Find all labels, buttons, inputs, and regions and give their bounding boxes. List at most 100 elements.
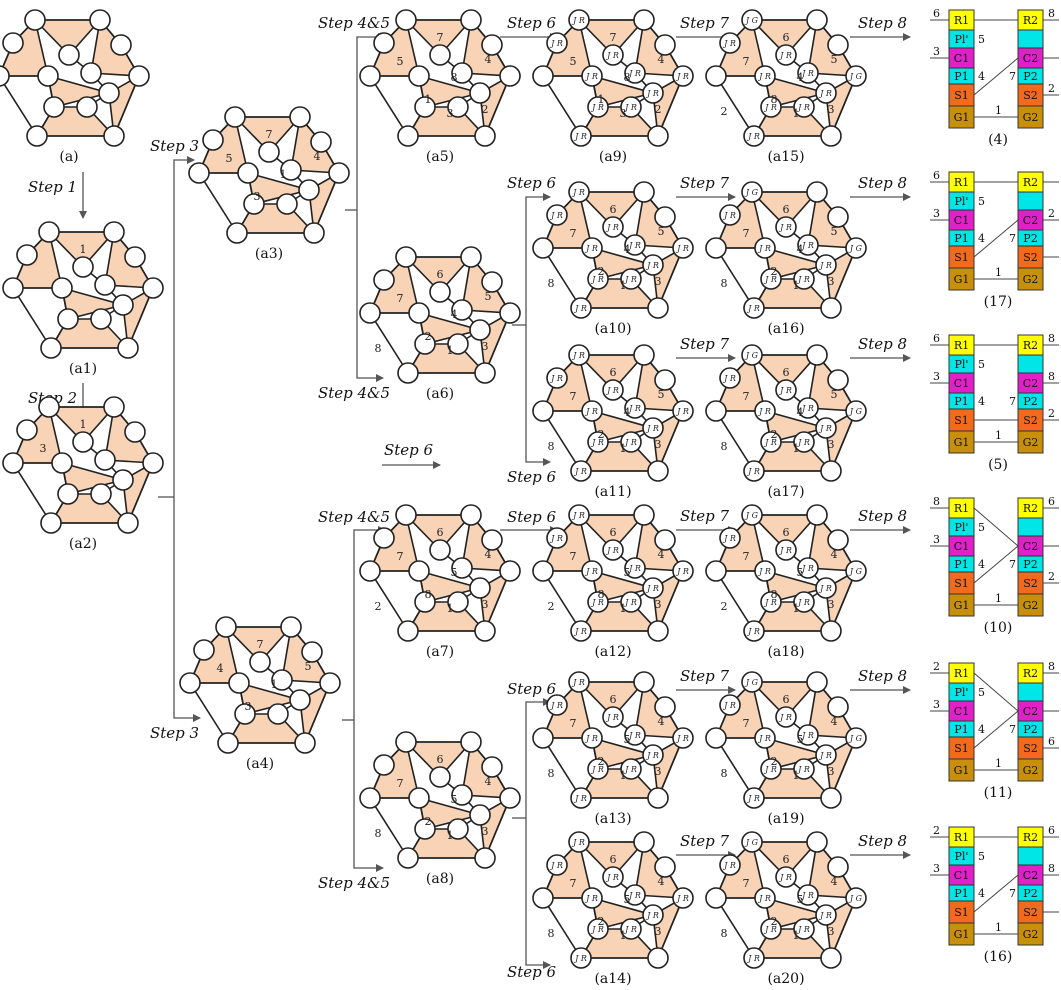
link-number: 8 [425, 588, 432, 601]
joint-node [754, 887, 776, 909]
joint-type-label: J R [573, 794, 587, 803]
link-number: 1 [793, 769, 800, 782]
joint-node [469, 804, 491, 826]
joint-node [429, 539, 451, 561]
block-label: S1 [954, 577, 969, 590]
joint-type-label: J R [796, 103, 810, 112]
joint-node [546, 204, 568, 226]
block-label: R1 [954, 667, 969, 680]
joint-node [142, 277, 164, 299]
scheme-label: (4) [988, 132, 1008, 148]
joint-node [647, 620, 669, 642]
joint-type-label: J R [800, 564, 814, 573]
joint-node [806, 9, 828, 31]
joint-node [806, 181, 828, 203]
link-number: 4 [485, 53, 492, 66]
joint-node [647, 125, 669, 147]
joint-node [94, 449, 116, 471]
connector-number: 5 [978, 195, 985, 208]
joint-type-label: J R [627, 891, 641, 900]
link-number: 2 [721, 105, 728, 118]
block-label: P2 [1023, 70, 1037, 83]
joint-node [414, 818, 436, 840]
connector-number: 4 [978, 887, 985, 900]
diagram-label: (a19) [767, 811, 804, 827]
joint-node [815, 254, 837, 276]
step-label: Step 7 [680, 667, 730, 685]
joint-node [395, 9, 417, 31]
link-number: 8 [721, 440, 728, 453]
joint-type-label: J R [623, 925, 637, 934]
joint-type-label: J R [800, 731, 814, 740]
joint-node [797, 397, 819, 419]
connector-line [973, 672, 1019, 712]
joint-node [845, 560, 867, 582]
link-number: 8 [721, 277, 728, 290]
block-label: R1 [954, 339, 969, 352]
connector-number: 6 [933, 7, 940, 20]
link-number: 5 [797, 566, 804, 579]
block-label: C2 [1023, 705, 1038, 718]
joint-node [642, 417, 664, 439]
joint-node [620, 431, 642, 453]
joint-node [373, 269, 395, 291]
joint-node [647, 787, 669, 809]
joint-type-label: J R [763, 103, 777, 112]
joint-node [754, 400, 776, 422]
joint-type-label: J R [722, 861, 736, 870]
joint-node [546, 527, 568, 549]
joint-node [40, 337, 62, 359]
block-label: Pl' [955, 686, 969, 699]
joint-node [654, 34, 676, 56]
diagram-label: (a10) [594, 321, 631, 337]
block-label: C2 [1023, 377, 1038, 390]
connector-number: 7 [1009, 395, 1016, 408]
joint-node [570, 620, 592, 642]
connector-number: 8 [1048, 660, 1055, 673]
connector-number: 4 [978, 723, 985, 736]
joint-type-label: J R [590, 275, 604, 284]
connector-number: 3 [933, 698, 940, 711]
joint-node [654, 529, 676, 551]
link-number: 1 [793, 929, 800, 942]
block-label: P1 [954, 395, 968, 408]
joint-type-label: J R [571, 838, 585, 847]
link-number: 7 [570, 877, 577, 890]
joint-type-label: J G [848, 734, 863, 743]
joint-node [602, 379, 624, 401]
connector-number: 6 [933, 169, 940, 182]
joint-type-label: J R [605, 546, 619, 555]
connector-line [973, 874, 1019, 913]
joint-node [633, 344, 655, 366]
joint-node [103, 125, 125, 147]
joint-node [43, 96, 65, 118]
connector-number: 2 [1048, 407, 1055, 420]
joint-type-label: J R [778, 546, 792, 555]
block-label: Pl' [955, 521, 969, 534]
joint-node [397, 620, 419, 642]
link-number: 6 [610, 526, 617, 539]
joint-node [743, 297, 765, 319]
connector-number: 3 [933, 207, 940, 220]
step-label: Step 7 [680, 174, 730, 192]
link-number: 2 [771, 428, 778, 441]
graph-a20: J G J G J R J R J R J R J R J R J R J R 6 7 4 5 2 1 3 8 (a… [705, 831, 867, 987]
diagram-label: (a12) [594, 644, 631, 660]
joint-node [117, 512, 139, 534]
link-number: 6 [610, 366, 617, 379]
link-number: 1 [447, 602, 454, 615]
joint-node [672, 65, 694, 87]
graph-a6: 6 7 5 4 2 1 3 8 (a6) [359, 246, 521, 402]
joint-type-label: J R [571, 351, 585, 360]
joint-node [741, 831, 763, 853]
link-number: 5 [658, 388, 665, 401]
diagram-label: (a11) [594, 484, 631, 500]
graph-a9: J R J R J R J R J R J R J R J R J R J R 7 5 4 8 1 3 2 (a9… [532, 9, 694, 165]
link-number: 6 [783, 693, 790, 706]
joint-type-label: J R [796, 438, 810, 447]
link-number: 2 [598, 755, 605, 768]
joint-node [633, 831, 655, 853]
joint-node [429, 766, 451, 788]
joint-node [397, 125, 419, 147]
link-number: 2 [598, 428, 605, 441]
